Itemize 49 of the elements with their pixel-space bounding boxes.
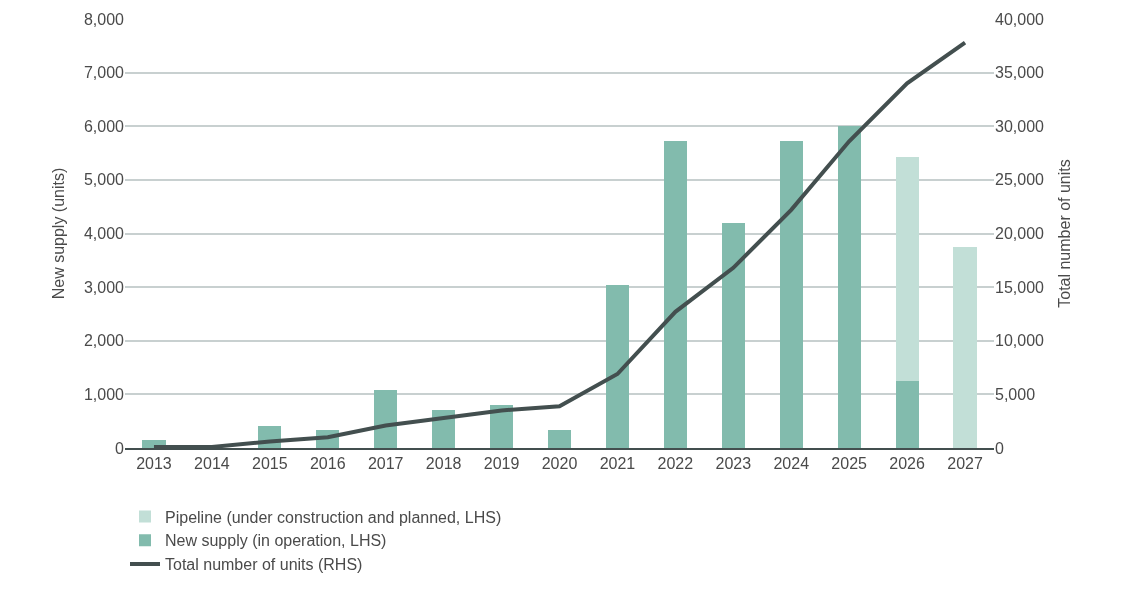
y-tick-label: 7,000 [83, 64, 125, 82]
y-tick-label: 6,000 [83, 117, 125, 135]
x-tick-label: 2021 [599, 455, 636, 473]
y2-tick-label: 0 [995, 439, 1004, 457]
y-tick-label: 3,000 [83, 278, 125, 296]
y-tick-label: 8,000 [83, 10, 125, 28]
y-tick-label: 5,000 [83, 171, 125, 189]
x-tick-label: 2027 [947, 455, 983, 473]
y2-tick-label: 30,000 [995, 117, 1045, 135]
x-tick-label: 2025 [831, 455, 868, 473]
bar [374, 390, 398, 448]
bar [837, 126, 861, 448]
y-tick-label: 0 [115, 439, 125, 457]
y2-tick-label: 5,000 [995, 385, 1036, 403]
bar [895, 156, 919, 381]
legend-label: Total number of units (RHS) [165, 556, 363, 574]
legend-label: New supply (in operation, LHS) [165, 532, 387, 550]
x-tick-label: 2020 [541, 455, 578, 473]
y2-tick-label: 15,000 [995, 278, 1045, 296]
y2-tick-label: 40,000 [995, 10, 1045, 28]
legend-label: Pipeline (under construction and planned, LHS) [165, 508, 502, 526]
y2-tick-label: 10,000 [995, 332, 1045, 350]
y-tick-label: 2,000 [83, 332, 125, 350]
x-tick-label: 2026 [889, 455, 925, 473]
x-tick-label: 2019 [483, 455, 520, 473]
x-tick-label: 2014 [194, 455, 230, 473]
bar [721, 222, 745, 448]
y2-tick-label: 25,000 [995, 171, 1045, 189]
bar [895, 380, 919, 448]
x-tick-label: 2024 [773, 455, 810, 473]
x-tick-label: 2013 [136, 455, 172, 473]
y-tick-label: 4,000 [83, 225, 125, 243]
x-tick-label: 2016 [309, 455, 346, 473]
y2-tick-label: 35,000 [995, 64, 1045, 82]
x-tick-label: 2015 [252, 455, 288, 473]
bar [779, 141, 803, 448]
bar [953, 246, 977, 448]
y-axis-title: New supply (units) [49, 167, 67, 300]
x-tick-label: 2023 [715, 455, 752, 473]
bar [663, 141, 687, 448]
x-tick-label: 2022 [657, 455, 694, 473]
x-tick-label: 2017 [367, 455, 404, 473]
y2-axis-title: Total number of units [1055, 159, 1073, 308]
x-tick-label: 2018 [425, 455, 462, 473]
y-tick-label: 1,000 [83, 385, 125, 403]
bar [489, 405, 514, 448]
bar [547, 429, 572, 448]
bar [605, 284, 630, 448]
y2-tick-label: 20,000 [995, 225, 1045, 243]
